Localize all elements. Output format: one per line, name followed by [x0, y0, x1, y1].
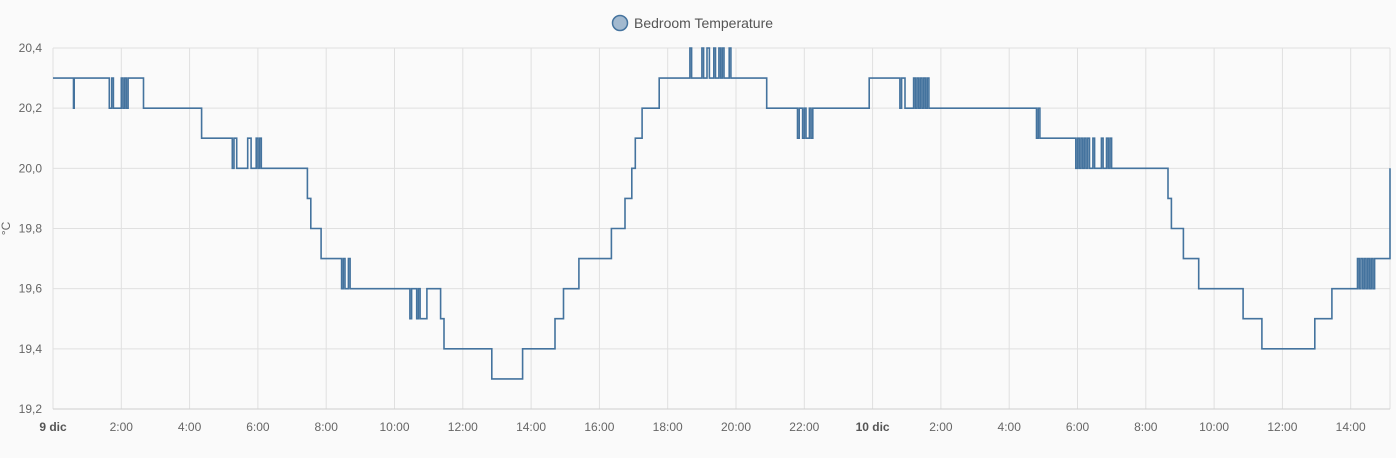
y-tick-label: 19,4 — [19, 342, 43, 356]
x-tick-label: 4:00 — [178, 420, 202, 434]
x-tick-label: 8:00 — [1134, 420, 1158, 434]
y-tick-label: 20,4 — [19, 41, 43, 55]
x-tick-label: 6:00 — [1066, 420, 1090, 434]
x-tick-label: 10:00 — [1199, 420, 1229, 434]
series-line-bedroom-temperature[interactable] — [53, 47, 1391, 380]
y-tick-label: 19,6 — [19, 282, 43, 296]
grid — [52, 47, 1391, 410]
legend[interactable]: Bedroom Temperature — [611, 14, 774, 32]
x-tick-label: 2:00 — [110, 420, 134, 434]
x-tick-label: 14:00 — [516, 420, 546, 434]
x-tick-label: 10:00 — [379, 420, 409, 434]
x-tick-label: 4:00 — [998, 420, 1022, 434]
legend-label[interactable]: Bedroom Temperature — [634, 15, 773, 31]
x-tick-label: 16:00 — [584, 420, 614, 434]
y-tick-label: 19,8 — [19, 222, 43, 236]
legend-swatch[interactable] — [611, 14, 629, 32]
x-tick-label: 2:00 — [929, 420, 953, 434]
y-tick-label: 20,0 — [19, 161, 43, 175]
x-tick-label: 9 dic — [39, 420, 67, 434]
x-tick-label: 20:00 — [721, 420, 751, 434]
y-axis: 20,4 20,2 20,0 19,8 19,6 19,4 19,2 — [19, 41, 43, 416]
x-tick-label: 12:00 — [1267, 420, 1297, 434]
x-tick-label: 8:00 — [315, 420, 339, 434]
x-tick-label: 14:00 — [1336, 420, 1366, 434]
y-tick-label: 19,2 — [19, 402, 43, 416]
y-tick-label: 20,2 — [19, 101, 43, 115]
x-axis: 9 dic 2:00 4:00 6:00 8:00 10:00 12:00 14:00 16:0… — [39, 420, 1366, 434]
x-tick-label: 12:00 — [448, 420, 478, 434]
x-tick-label: 6:00 — [246, 420, 270, 434]
x-tick-label: 10 dic — [856, 420, 890, 434]
y-axis-label: °C — [0, 221, 13, 235]
x-tick-label: 18:00 — [653, 420, 683, 434]
x-tick-label: 22:00 — [789, 420, 819, 434]
